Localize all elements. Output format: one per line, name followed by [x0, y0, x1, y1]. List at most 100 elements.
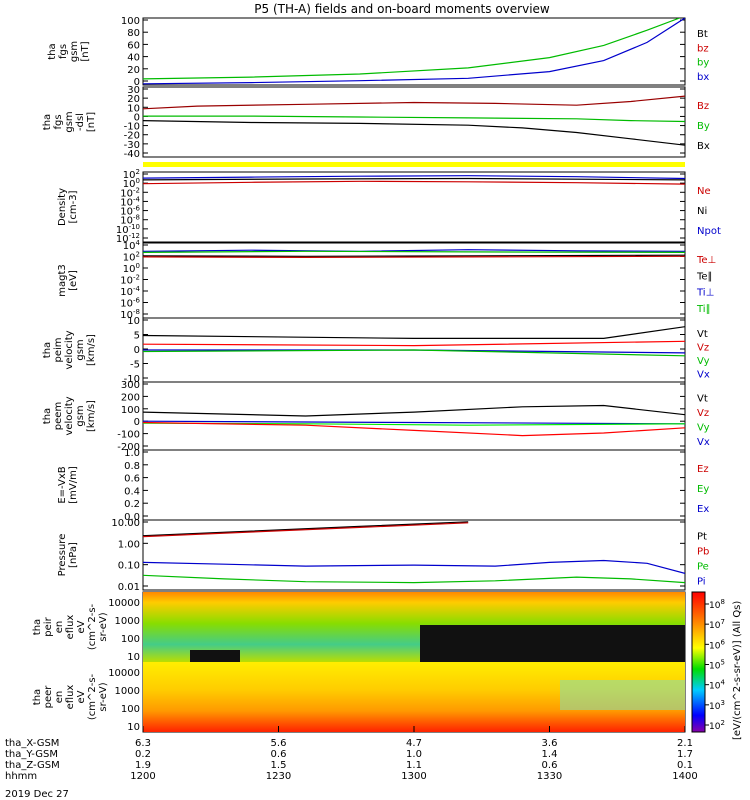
ytick-label: 0.2 — [124, 499, 140, 510]
series-line-Vx — [143, 420, 685, 425]
ytick-label: 102 — [123, 251, 140, 264]
legend-entry: Vz — [697, 408, 709, 419]
ytick-label: 0.01 — [118, 582, 140, 593]
ytick-label: -200 — [117, 442, 140, 453]
legend-entry: by — [697, 58, 709, 69]
x-axis-value: 0.2 — [135, 749, 151, 760]
colorbar-tick-label: 104 — [709, 679, 725, 692]
y-axis-label: tha — [42, 342, 53, 358]
legend-entry: Ti∥ — [696, 304, 711, 315]
x-axis-value: 5.6 — [271, 738, 287, 749]
panel-frame — [142, 242, 686, 319]
legend-entry: Vt — [697, 329, 708, 340]
colorbar-tick-label: 107 — [709, 618, 725, 631]
legend-entry: By — [697, 121, 710, 132]
series-line-Pi — [143, 559, 685, 574]
ytick-label: 102 — [123, 168, 140, 181]
ytick-label: 100 — [123, 262, 140, 275]
legend-entry: bx — [697, 72, 709, 83]
ytick-label: 0.6 — [124, 474, 140, 485]
ytick-label: 10-4 — [120, 195, 140, 208]
colorbar-tick-label: 108 — [709, 598, 725, 611]
y-axis-label: peim — [53, 337, 64, 362]
legend-entry: Ez — [697, 464, 709, 475]
ytick-label: 10-6 — [120, 205, 140, 218]
legend-entry: Vt — [697, 393, 708, 404]
ytick-label: -5 — [130, 360, 140, 371]
colorbar-tick-label: 105 — [709, 659, 725, 672]
series-line-Ne — [143, 180, 685, 185]
series-line-by — [143, 18, 680, 80]
panel-frame — [142, 449, 686, 521]
series-line-Npot — [143, 175, 685, 180]
ytick-label: 200 — [121, 392, 140, 403]
legend-entry: Ey — [697, 484, 709, 495]
series-line-Te∥ — [143, 254, 685, 257]
x-axis-value: 3.6 — [542, 738, 558, 749]
x-axis-row-label: tha_Z-GSM — [5, 760, 60, 771]
ytick-label: 10 — [127, 103, 140, 114]
y-axis-label: -dsl — [75, 113, 86, 131]
panel-frame — [142, 17, 686, 86]
legend-entry: Vz — [697, 342, 709, 353]
legend-entry: bz — [697, 43, 709, 54]
y-axis-label: tha — [32, 689, 43, 705]
ytick-label: 60 — [127, 40, 140, 51]
ytick-label: 40 — [127, 53, 140, 64]
colorbar-ticks: 108 107 106 105 104 103 102 — [705, 598, 725, 732]
x-axis-value: 4.7 — [406, 738, 422, 749]
legend-entry: Pt — [697, 532, 707, 543]
legend-entry: Npot — [697, 226, 721, 237]
legend-entry: Pi — [697, 577, 706, 588]
y-axis-label: (cm^2-s- — [87, 673, 98, 720]
legend-entry: Ex — [697, 504, 709, 515]
y-axis-label: sr-eV) — [98, 682, 109, 711]
ytick-label: 1.00 — [118, 539, 140, 550]
panel-frame — [142, 381, 686, 451]
ytick-label: -40 — [124, 149, 140, 160]
y-axis-label: velocity — [64, 396, 75, 435]
ytick-label: 10-2 — [120, 274, 140, 287]
y-axis-label: eflux — [65, 685, 76, 710]
y-axis-label: gsm — [75, 405, 86, 426]
ytick-label: 10.00 — [111, 518, 140, 529]
x-axis-value: 1.9 — [135, 760, 151, 771]
ytick-label: 30 — [127, 85, 140, 96]
legend-entry: Bt — [697, 29, 708, 40]
legend-entry: Ne — [697, 186, 711, 197]
ytick-label: 10-12 — [116, 232, 140, 245]
ytick-label: 10000 — [108, 598, 140, 609]
ytick-label: 0 — [134, 112, 140, 123]
peir-dark-region — [420, 625, 685, 662]
x-axis-value: 0.1 — [677, 760, 693, 771]
panel-frame — [142, 86, 686, 158]
legend-entry: Pb — [697, 547, 709, 558]
series-line-Pe — [143, 574, 685, 584]
series-line-Bz — [143, 95, 685, 110]
x-axis-value: 1.7 — [677, 749, 693, 760]
status-bar — [143, 162, 685, 167]
ytick-label: 100 — [121, 704, 140, 715]
y-axis-label: Density — [57, 188, 68, 226]
series-line-Vz — [143, 340, 685, 347]
legend-entry: Te⊥ — [696, 255, 716, 266]
x-axis-row-label: tha_X-GSM — [5, 738, 59, 749]
colorbar-label: [eV/(cm^2-s-sr-eV)] (All Qs) — [732, 601, 743, 740]
y-axis-label: [km/s] — [86, 400, 97, 432]
date-label: 2019 Dec 27 — [5, 789, 69, 800]
y-axis-label: [cm-3] — [68, 190, 79, 223]
ytick-label: 10-8 — [120, 308, 140, 321]
x-axis-value: 1400 — [672, 771, 697, 782]
y-axis-label: eV — [76, 690, 87, 703]
chart-title: P5 (TH-A) fields and on-board moments ov… — [254, 2, 550, 16]
series-group — [143, 175, 685, 185]
x-axis-value: 1.4 — [542, 749, 558, 760]
y-axis-label: [km/s] — [86, 334, 97, 366]
y-axis-label: magt3 — [57, 264, 68, 297]
y-axis-label: velocity — [64, 330, 75, 369]
ytick-label: 1000 — [115, 686, 140, 697]
panel-pressure: 10.00 1.00 0.10 0.01 Pressure [nPa] Pt Pb Pe Pi — [57, 518, 709, 593]
